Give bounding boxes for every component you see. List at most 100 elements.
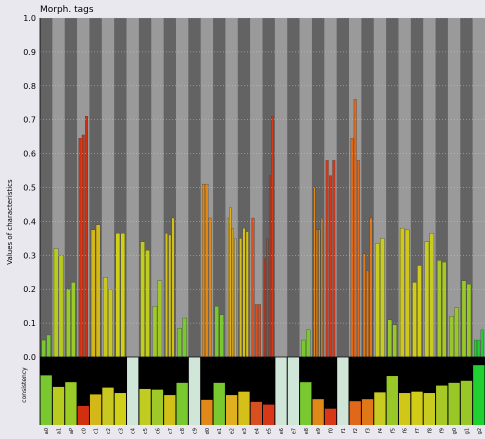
- x-tick-label: f7: [415, 428, 421, 433]
- bar: [81, 134, 85, 358]
- bar: [437, 260, 442, 358]
- bar: [424, 241, 430, 358]
- consistency-bar: [436, 385, 448, 425]
- bar: [320, 217, 323, 358]
- x-tick-label: e2: [230, 428, 236, 434]
- consistency-bar: [349, 401, 361, 425]
- bar: [46, 334, 51, 358]
- bar: [477, 339, 481, 358]
- x-tick-label: g2: [477, 428, 483, 434]
- bar: [140, 241, 145, 358]
- bar: [315, 229, 318, 358]
- consistency-strip: [40, 357, 485, 425]
- x-tick-label: c5: [143, 428, 149, 434]
- consistency-bar: [312, 399, 324, 425]
- chart-title: Morph. tags: [40, 5, 94, 15]
- y-tick-label: 0.5: [23, 184, 36, 193]
- bar: [392, 324, 397, 358]
- consistency-bar: [448, 382, 460, 425]
- consistency-bar: [151, 389, 164, 425]
- bar: [306, 329, 311, 358]
- bar: [239, 238, 243, 358]
- bar: [120, 233, 126, 358]
- bar: [325, 160, 329, 358]
- x-tick-label: f9: [440, 428, 446, 433]
- consistency-bar: [114, 393, 127, 425]
- y-tick-label: 0.9: [23, 48, 36, 57]
- bar: [353, 99, 357, 358]
- bar: [369, 217, 373, 358]
- bar: [417, 265, 422, 358]
- bar: [78, 138, 82, 358]
- bar: [53, 248, 59, 358]
- x-tick-label: f1: [341, 428, 347, 433]
- x-tick-label: f0: [328, 428, 334, 433]
- y-tick-label: 0.2: [23, 285, 36, 294]
- x-tick-label: f5: [390, 428, 396, 433]
- consistency-bar: [77, 405, 89, 425]
- bar: [58, 255, 64, 358]
- x-tick-label: aP: [69, 428, 75, 434]
- consistency-bar: [411, 391, 423, 425]
- x-tick-label: e8: [304, 428, 310, 434]
- x-tick-label: c8: [180, 428, 186, 434]
- bar: [350, 138, 354, 358]
- bar: [145, 250, 150, 358]
- bar: [165, 233, 168, 358]
- consistency-bar: [361, 399, 374, 425]
- bar: [177, 328, 182, 358]
- bar: [271, 116, 274, 358]
- bar: [258, 304, 262, 358]
- consistency-gap: [337, 357, 349, 425]
- consistency-bar: [300, 382, 312, 425]
- bar: [214, 305, 219, 358]
- bar: [182, 317, 187, 358]
- bar: [449, 316, 454, 358]
- consistency-gap: [188, 357, 201, 425]
- x-tick-label: c6: [155, 428, 161, 434]
- consistency-bar: [164, 395, 176, 425]
- bar: [362, 253, 366, 358]
- bar: [380, 238, 385, 358]
- consistency-bar: [423, 393, 436, 425]
- bar: [168, 234, 172, 358]
- x-tick-label: c9: [193, 428, 199, 434]
- consistency-background: [40, 357, 485, 425]
- consistency-gap: [275, 357, 287, 425]
- y-axis-label: Values of characteristics: [6, 179, 14, 265]
- plot-band: [213, 18, 226, 357]
- x-tick-label: d0: [205, 428, 211, 434]
- plot-band: [126, 18, 140, 357]
- bar: [85, 116, 88, 358]
- consistency-bar: [263, 404, 275, 425]
- bar: [205, 183, 209, 358]
- x-tick-label: e3: [242, 428, 248, 434]
- consistency-gap: [127, 357, 139, 425]
- x-tick-label: a1: [57, 428, 63, 434]
- bar: [461, 280, 467, 358]
- x-tick-label: e5: [267, 428, 273, 434]
- y-tick-label: 1.0: [23, 14, 36, 23]
- bar: [208, 217, 212, 358]
- bar: [366, 270, 369, 358]
- plot-band: [101, 18, 115, 357]
- bar: [254, 304, 258, 358]
- x-tick-label: e1: [217, 428, 223, 434]
- y-tick-label: 0.6: [23, 150, 36, 159]
- bar: [219, 314, 224, 358]
- bar: [157, 280, 163, 358]
- x-axis: a0 a1 aP c0 c1 c2 c3 c4 c5 c6 c7 c8 c9 d0 e1 e2 e3 e4 e5 e6…: [44, 428, 483, 434]
- bar: [301, 339, 306, 358]
- x-tick-label: c1: [94, 428, 100, 434]
- bar: [266, 238, 269, 358]
- x-tick-label: c3: [118, 428, 124, 434]
- bar: [263, 258, 266, 358]
- y-axis: 0.0 0.1 0.2 0.3 0.4 0.5 0.6 0.7 0.8 0.9 1.0: [23, 14, 485, 425]
- bar: [357, 160, 360, 358]
- y-tick-label: 0.8: [23, 82, 36, 91]
- consistency-bar: [374, 392, 386, 425]
- bar: [229, 207, 232, 358]
- consistency-bar: [225, 395, 238, 425]
- consistency-gap: [287, 357, 300, 425]
